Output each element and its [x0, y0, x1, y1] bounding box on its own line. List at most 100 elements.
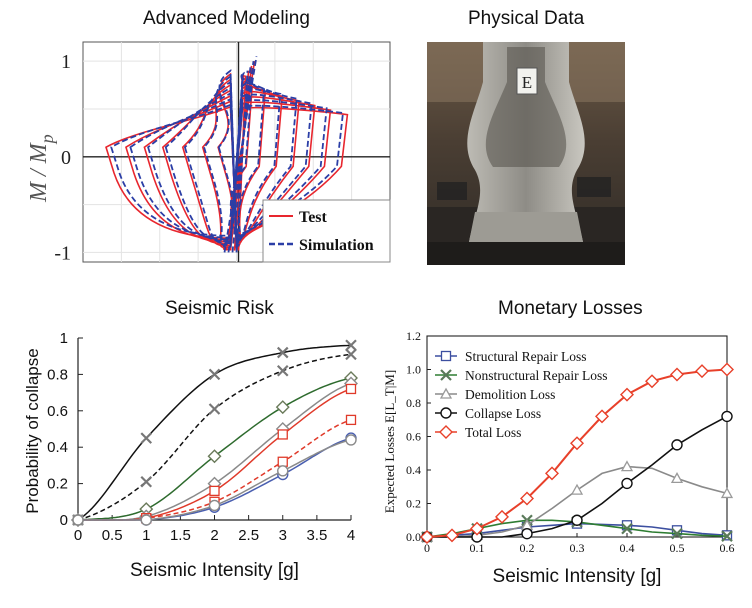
y-tick-label: 0.8 — [406, 396, 421, 410]
risk-data-point — [345, 434, 357, 446]
specimen-label: E — [522, 73, 532, 92]
risk-data-point — [208, 499, 221, 512]
x-tick-label: 0.1 — [470, 541, 485, 555]
risk-data-point — [208, 403, 221, 415]
x-tick-label: 1 — [142, 527, 150, 544]
y-tick-label: -1 — [54, 242, 71, 264]
risk-data-point — [275, 400, 290, 415]
y-tick-label: 0.2 — [47, 476, 68, 493]
hysteresis-chart: 1 0 -1 M / Mp Test Simulation — [26, 41, 391, 264]
loss-data-point — [420, 530, 434, 544]
y-tick-label: 0.4 — [47, 439, 68, 456]
risk-data-point — [345, 339, 357, 352]
simulation-loop — [110, 103, 344, 237]
legend-marker — [440, 369, 452, 381]
loss-data-point — [470, 521, 484, 536]
hysteresis-legend — [262, 199, 391, 263]
x-axis-label: Seismic Intensity [g] — [493, 566, 662, 587]
risk-data-point — [209, 485, 220, 497]
loss-data-point — [645, 374, 659, 389]
loss-data-point — [720, 362, 734, 377]
loss-data-point — [445, 528, 459, 543]
simulation-loop — [183, 80, 282, 245]
loss-data-point — [695, 364, 709, 379]
risk-data-point — [276, 364, 289, 377]
loss-data-point — [671, 527, 683, 540]
loss-series — [420, 362, 734, 544]
simulation-loop — [147, 92, 313, 241]
risk-data-point — [277, 429, 288, 440]
loss-data-point — [620, 387, 634, 402]
risk-data-point — [207, 449, 222, 464]
simulation-loop — [129, 97, 328, 239]
legend-label: Structural Repair Loss — [465, 349, 586, 364]
risk-series — [72, 434, 357, 526]
y-tick-label: 1.2 — [406, 329, 421, 343]
x-tick-label: 3.5 — [306, 527, 327, 544]
simulation-series — [110, 56, 344, 253]
legend-label-test: Test — [299, 209, 328, 226]
y-tick-label: 0.6 — [47, 403, 68, 420]
risk-data-point — [345, 348, 357, 361]
x-tick-label: 0.5 — [670, 541, 685, 555]
y-axis-label: M / Mp — [26, 134, 57, 203]
loss-data-point — [720, 487, 734, 499]
x-tick-label: 2.5 — [238, 527, 259, 544]
loss-data-point — [670, 367, 684, 382]
loss-data-point — [671, 439, 683, 451]
loss-data-point — [571, 514, 583, 526]
loss-data-point — [621, 522, 633, 535]
x-tick-label: 0.3 — [570, 541, 585, 555]
simulation-loop — [203, 74, 266, 247]
legend-marker — [439, 425, 453, 439]
loss-data-point — [521, 527, 533, 540]
x-tick-label: 0 — [424, 541, 430, 555]
simulation-loop — [227, 61, 255, 253]
modeling-title: Advanced Modeling — [143, 8, 310, 29]
y-tick-label: 0.6 — [406, 430, 421, 444]
loss-data-point — [595, 409, 609, 424]
x-tick-label: 0.2 — [520, 541, 535, 555]
loss-data-point — [670, 472, 684, 484]
legend-label-simulation: Simulation — [299, 237, 374, 254]
y-tick-label: 0 — [60, 512, 68, 529]
physical-title: Physical Data — [468, 8, 585, 29]
legend-label: Total Loss — [465, 425, 521, 440]
x-axis-label: Seismic Intensity [g] — [130, 560, 299, 581]
x-tick-label: 0 — [74, 527, 82, 544]
risk-data-point — [345, 383, 357, 395]
risk-data-point — [140, 432, 153, 444]
x-tick-label: 0.6 — [720, 541, 735, 555]
legend-label: Collapse Loss — [465, 406, 541, 421]
y-tick-label: 0 — [61, 147, 71, 169]
legend-marker — [440, 350, 452, 362]
y-tick-label: 0.8 — [47, 366, 68, 383]
loss-data-point — [621, 477, 633, 490]
x-tick-label: 0.5 — [102, 527, 123, 544]
x-tick-label: 1.5 — [170, 527, 191, 544]
legend-marker — [440, 407, 452, 419]
risk-data-point — [276, 346, 289, 359]
loss-data-point — [520, 491, 534, 506]
risk-data-point — [140, 476, 153, 488]
y-axis-label: Probability of collapse — [23, 348, 42, 513]
risk-data-point — [277, 465, 289, 477]
x-tick-label: 3 — [279, 527, 287, 544]
legend-label: Demolition Loss — [465, 387, 555, 402]
specimen-photo-illustration: E — [427, 42, 625, 265]
risk-data-point — [345, 414, 357, 426]
loss-data-point — [721, 410, 733, 423]
y-tick-label: 1.0 — [406, 363, 421, 377]
loss-data-point — [620, 460, 634, 472]
y-tick-label: 0.4 — [406, 463, 421, 477]
y-axis-label: Expected Losses E[L_T|M] — [382, 370, 397, 513]
legend-label: Nonstructural Repair Loss — [465, 368, 607, 383]
legend-marker — [439, 387, 453, 399]
simulation-loop — [223, 56, 258, 253]
risk-data-point — [208, 368, 221, 381]
y-tick-label: 0.0 — [406, 530, 421, 544]
y-tick-label: 0.2 — [406, 497, 421, 511]
loss-data-point — [721, 530, 733, 542]
